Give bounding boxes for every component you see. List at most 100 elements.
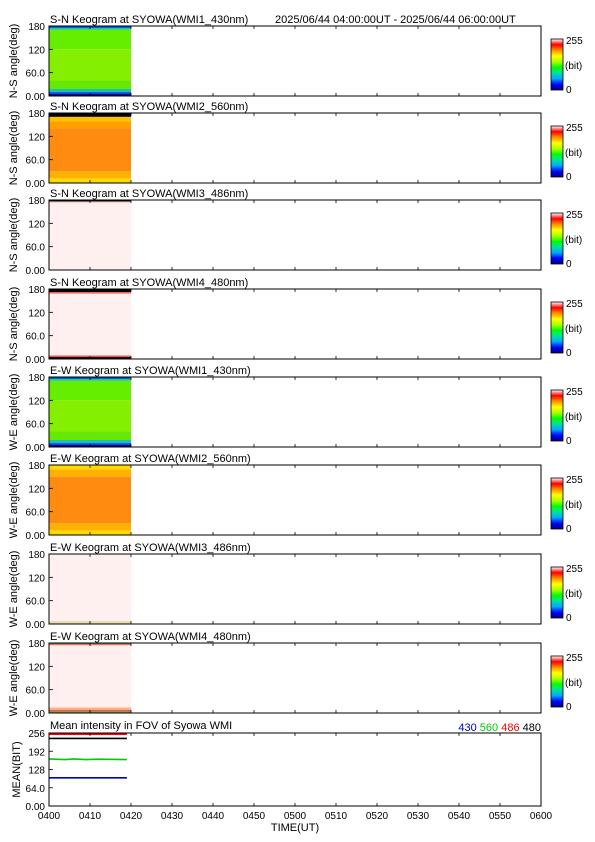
panel-title: S-N Keogram at SYOWA(WMI3_486nm) — [50, 188, 248, 200]
legend: 430 560 486 480 — [458, 722, 541, 734]
legend-entry: 430 — [458, 722, 476, 734]
colorbar — [550, 125, 564, 178]
y-tick-label: 60.0 — [26, 686, 46, 697]
y-tick-label: 192 — [28, 747, 45, 758]
y-tick-label: 180 — [28, 109, 45, 120]
panel-title: E-W Keogram at SYOWA(WMI1_430nm) — [50, 365, 251, 377]
colorbar — [550, 212, 564, 265]
intensity-band — [49, 400, 131, 432]
mean-intensity-panel: Mean intensity in FOV of Syowa WMI 430 56… — [11, 720, 553, 834]
intensity-band — [49, 293, 131, 356]
y-axis-label: W-E angle(deg) — [8, 374, 20, 451]
colorbar — [550, 477, 564, 530]
intensity-band — [49, 523, 131, 531]
colorbar-unit: (bit) — [565, 589, 582, 600]
y-axis-label: W-E angle(deg) — [8, 640, 20, 717]
intensity-band — [49, 171, 131, 179]
intensity-band — [49, 203, 131, 270]
y-tick-label: 180 — [28, 461, 45, 472]
x-tick-label: 0510 — [325, 811, 348, 822]
colorbar-unit: (bit) — [565, 61, 582, 72]
y-tick-label: 120 — [28, 573, 45, 584]
x-tick-label: 0530 — [407, 811, 430, 822]
colorbar — [550, 389, 564, 442]
x-tick-label: 0600 — [530, 811, 553, 822]
intensity-band — [49, 431, 131, 440]
y-tick-label: 180 — [28, 196, 45, 207]
intensity-band — [49, 121, 131, 129]
y-tick-label: 120 — [28, 219, 45, 230]
y-tick-label: 60.0 — [26, 332, 46, 343]
x-tick-label: 0520 — [366, 811, 389, 822]
x-tick-label: 0440 — [202, 811, 225, 822]
x-tick-label: 0450 — [243, 811, 266, 822]
keogram-panel: S-N Keogram at SYOWA(WMI3_486nm) 180 120 60… — [8, 188, 583, 277]
y-axis-label: N-S angle(deg) — [8, 198, 20, 273]
y-tick-label: 64.0 — [26, 784, 46, 795]
colorbar — [550, 38, 564, 91]
x-tick-label: 0550 — [489, 811, 512, 822]
x-tick-label: 0400 — [38, 811, 61, 822]
y-tick-label: 0.00 — [26, 802, 46, 813]
legend-entry: 486 — [498, 722, 519, 734]
intensity-band — [49, 554, 131, 621]
colorbar-max: 255 — [566, 36, 583, 47]
colorbar-unit: (bit) — [565, 412, 582, 423]
y-tick-label: 60.0 — [26, 156, 46, 167]
intensity-band — [49, 645, 131, 708]
x-tick-label: 0420 — [120, 811, 143, 822]
y-tick-label: 180 — [28, 550, 45, 561]
y-axis-label: N-S angle(deg) — [8, 111, 20, 186]
colorbar-unit: (bit) — [565, 324, 582, 335]
y-tick-label: 256 — [28, 729, 45, 740]
colorbar-max: 255 — [566, 387, 583, 398]
intensity-band — [49, 89, 131, 93]
panel-title: E-W Keogram at SYOWA(WMI3_486nm) — [50, 542, 251, 554]
y-tick-label: 128 — [28, 766, 45, 777]
y-tick-label: 0.00 — [26, 355, 46, 366]
x-tick-label: 0430 — [161, 811, 184, 822]
colorbar-min: 0 — [566, 702, 572, 713]
colorbar — [550, 566, 564, 619]
colorbar-unit: (bit) — [565, 678, 582, 689]
intensity-band — [49, 707, 131, 710]
y-tick-label: 180 — [28, 373, 45, 384]
colorbar-min: 0 — [566, 85, 572, 96]
colorbar-min: 0 — [566, 436, 572, 447]
y-tick-label: 180 — [28, 22, 45, 33]
colorbar-unit: (bit) — [565, 148, 582, 159]
panel-title: E-W Keogram at SYOWA(WMI4_480nm) — [50, 631, 251, 643]
panel-title: Mean intensity in FOV of Syowa WMI — [50, 720, 232, 732]
colorbar-max: 255 — [566, 123, 583, 134]
time-range: 2025/06/44 04:00:00UT - 2025/06/44 06:00… — [275, 14, 516, 26]
colorbar-max: 255 — [566, 653, 583, 664]
colorbar-min: 0 — [566, 613, 572, 624]
keogram-panel: E-W Keogram at SYOWA(WMI2_560nm) 180 120 60… — [8, 453, 583, 542]
y-axis-label: MEAN(BIT) — [11, 741, 23, 797]
keogram-panel: E-W Keogram at SYOWA(WMI4_480nm) 180 120 60… — [8, 631, 583, 720]
y-axis-label: N-S angle(deg) — [8, 24, 20, 99]
y-tick-label: 0.00 — [26, 443, 46, 454]
y-tick-label: 120 — [28, 662, 45, 673]
x-tick-label: 0540 — [448, 811, 471, 822]
plot-frame — [48, 732, 542, 807]
y-axis-label: W-E angle(deg) — [8, 462, 20, 539]
colorbar-min: 0 — [566, 524, 572, 535]
y-tick-label: 180 — [28, 639, 45, 650]
intensity-band — [49, 380, 131, 401]
keogram-panel: S-N Keogram at SYOWA(WMI4_480nm) 180 120 60… — [8, 277, 583, 366]
intensity-band — [49, 469, 131, 477]
keogram-panel: S-N Keogram at SYOWA(WMI2_560nm) 180 120 60… — [8, 101, 583, 190]
intensity-band — [49, 440, 131, 444]
y-tick-label: 120 — [28, 484, 45, 495]
colorbar-unit: (bit) — [565, 500, 582, 511]
y-tick-label: 60.0 — [26, 597, 46, 608]
colorbar-unit: (bit) — [565, 235, 582, 246]
colorbar — [550, 655, 564, 708]
legend-entry: 480 — [520, 722, 541, 734]
y-tick-label: 120 — [28, 45, 45, 56]
series-line — [48, 758, 127, 761]
y-tick-label: 0.00 — [26, 709, 46, 720]
y-tick-label: 120 — [28, 132, 45, 143]
